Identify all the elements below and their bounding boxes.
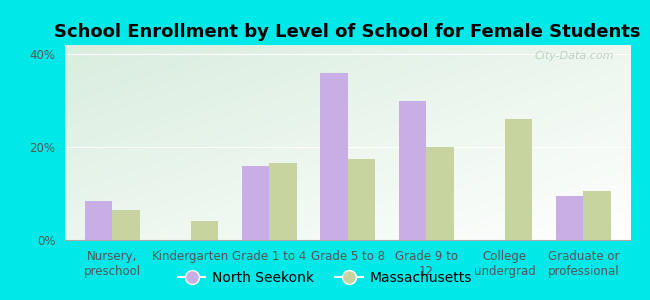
Bar (269, 164, 296, 240)
Title: School Enrollment by Level of School for Female Students: School Enrollment by Level of School for… (55, 23, 641, 41)
Bar (426, 147, 454, 240)
Bar (84, 200, 112, 240)
Bar (505, 119, 532, 240)
Bar (112, 210, 140, 240)
Bar (242, 166, 269, 240)
Bar (320, 73, 348, 240)
Bar (190, 221, 218, 240)
Bar (556, 196, 584, 240)
Bar (584, 191, 611, 240)
Legend: North Seekonk, Massachusetts: North Seekonk, Massachusetts (172, 265, 478, 290)
Bar (348, 159, 375, 240)
Text: City-Data.com: City-Data.com (534, 51, 614, 61)
Bar (399, 101, 426, 240)
